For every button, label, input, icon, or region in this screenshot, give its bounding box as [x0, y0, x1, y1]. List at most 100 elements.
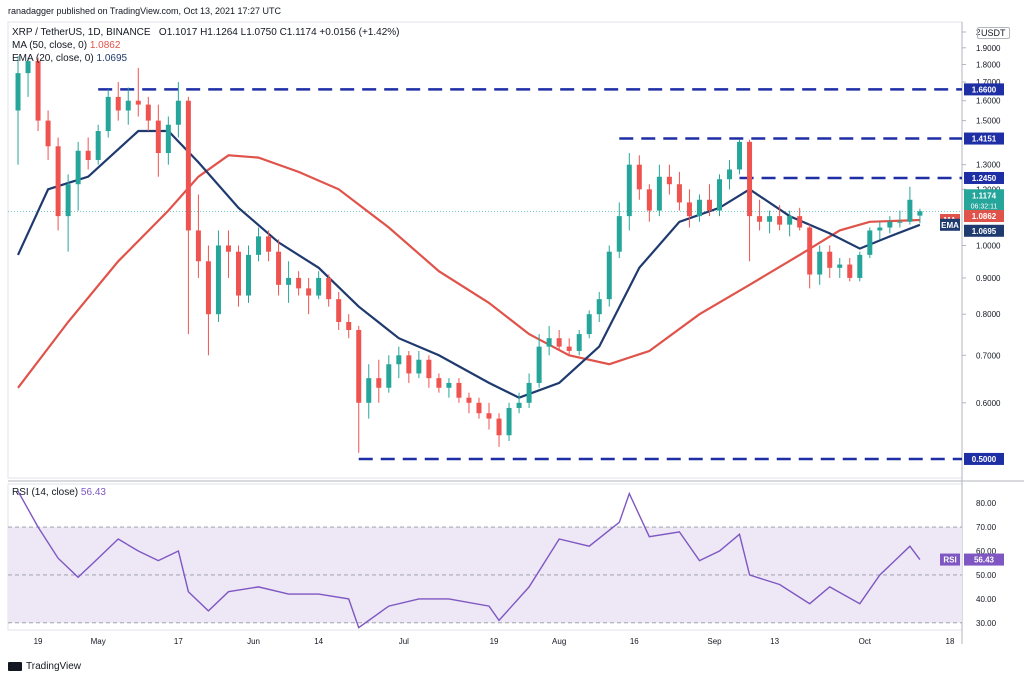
- candle-body: [506, 407, 512, 436]
- rsi-value-box: [964, 553, 1004, 566]
- candle-body: [205, 261, 211, 315]
- candle: [456, 378, 462, 403]
- candle-body: [556, 338, 562, 347]
- candle-body: [436, 378, 442, 388]
- rsi-legend[interactable]: RSI (14, close) 56.43: [12, 487, 106, 498]
- candle: [145, 96, 151, 132]
- candle-body: [737, 141, 743, 170]
- candle-body: [837, 264, 843, 268]
- level-label: 1.2450: [972, 174, 997, 183]
- candle-body: [676, 184, 682, 203]
- x-tick-label: Sep: [707, 637, 722, 646]
- price-label-box: [964, 224, 1004, 237]
- candle: [336, 291, 342, 330]
- candle-body: [356, 329, 362, 403]
- candle: [125, 87, 131, 125]
- candle-body: [727, 169, 733, 180]
- candle: [466, 392, 472, 414]
- candle: [737, 139, 743, 175]
- y-tick-label: 0.7000: [976, 351, 1001, 360]
- level-label: 1.6600: [972, 85, 997, 94]
- x-tick-label: Oct: [859, 637, 872, 646]
- candle-body: [807, 227, 813, 275]
- candle: [596, 291, 602, 322]
- x-tick-label: 19: [34, 637, 43, 646]
- rsi-tag: RSI: [943, 556, 956, 565]
- price-label: 1.0695: [972, 227, 997, 236]
- candle: [797, 207, 803, 231]
- candle-body: [75, 150, 81, 185]
- candle-body: [215, 245, 221, 315]
- candle-body: [536, 346, 542, 383]
- candle-body: [155, 120, 161, 154]
- candle: [506, 402, 512, 441]
- candle: [306, 277, 312, 315]
- candle-body: [596, 299, 602, 315]
- rsi-tick-label: 70.00: [976, 523, 997, 532]
- candle: [45, 110, 51, 160]
- candle-body: [827, 251, 833, 268]
- candle: [426, 355, 432, 388]
- candle: [376, 359, 382, 403]
- candle-body: [276, 251, 282, 285]
- ma50-line: [17, 154, 920, 389]
- candle-body: [396, 355, 402, 365]
- x-tick-label: Jun: [247, 637, 260, 646]
- candle-body: [125, 100, 131, 111]
- publisher-text: ranadagger published on TradingView.com,…: [8, 6, 282, 16]
- candle: [85, 137, 91, 170]
- candle: [135, 67, 141, 117]
- candle: [536, 334, 542, 388]
- candle-body: [576, 334, 582, 351]
- candle-body: [847, 264, 853, 278]
- candle-body: [235, 251, 241, 296]
- candle: [606, 245, 612, 307]
- ema-legend[interactable]: EMA (20, close, 0) 1.0695: [12, 53, 127, 64]
- candle-body: [145, 104, 151, 121]
- candle-body: [225, 245, 231, 252]
- candle-body: [115, 96, 121, 111]
- y-tick-label: 0.6000: [976, 399, 1001, 408]
- candle: [416, 350, 422, 379]
- rsi-tick-label: 60.00: [976, 547, 997, 556]
- candle-body: [336, 299, 342, 322]
- candle: [676, 171, 682, 211]
- price-label-box: [964, 189, 1004, 212]
- candle: [486, 402, 492, 430]
- rsi-legend-value: 56.43: [80, 487, 106, 498]
- candle: [155, 104, 161, 177]
- tradingview-logo[interactable]: TradingView: [8, 661, 81, 672]
- candle-body: [105, 96, 111, 132]
- candle: [757, 199, 763, 231]
- candle-body: [266, 236, 272, 252]
- rsi-legend-label: RSI (14, close): [12, 487, 79, 498]
- x-tick-label: 16: [630, 637, 639, 646]
- candle-body: [606, 251, 612, 300]
- candle-body: [135, 100, 141, 105]
- candle: [837, 258, 843, 278]
- y-tick-label: 1.8000: [976, 60, 1001, 69]
- rsi-tick-label: 50.00: [976, 571, 997, 580]
- candle: [847, 258, 853, 282]
- price-label: 1.1174: [972, 191, 997, 200]
- candle: [296, 271, 302, 296]
- candle: [716, 174, 722, 217]
- y-tick-label: 1.3000: [976, 161, 1001, 170]
- candle: [65, 174, 71, 252]
- candle-body: [757, 216, 763, 222]
- candle: [857, 251, 863, 282]
- countdown-label: 06:32:11: [971, 203, 998, 210]
- currency-selector[interactable]: USDT: [977, 27, 1010, 39]
- candle: [356, 325, 362, 453]
- candle: [747, 139, 753, 262]
- candle-body: [386, 364, 392, 388]
- level-label-box: [964, 83, 1004, 96]
- ma-legend[interactable]: MA (50, close, 0) 1.0862: [12, 40, 120, 51]
- candle: [115, 82, 121, 121]
- candle-body: [95, 131, 101, 160]
- candle-body: [25, 61, 31, 74]
- candle-body: [516, 402, 522, 408]
- candle-body: [65, 184, 71, 217]
- candle: [897, 210, 903, 228]
